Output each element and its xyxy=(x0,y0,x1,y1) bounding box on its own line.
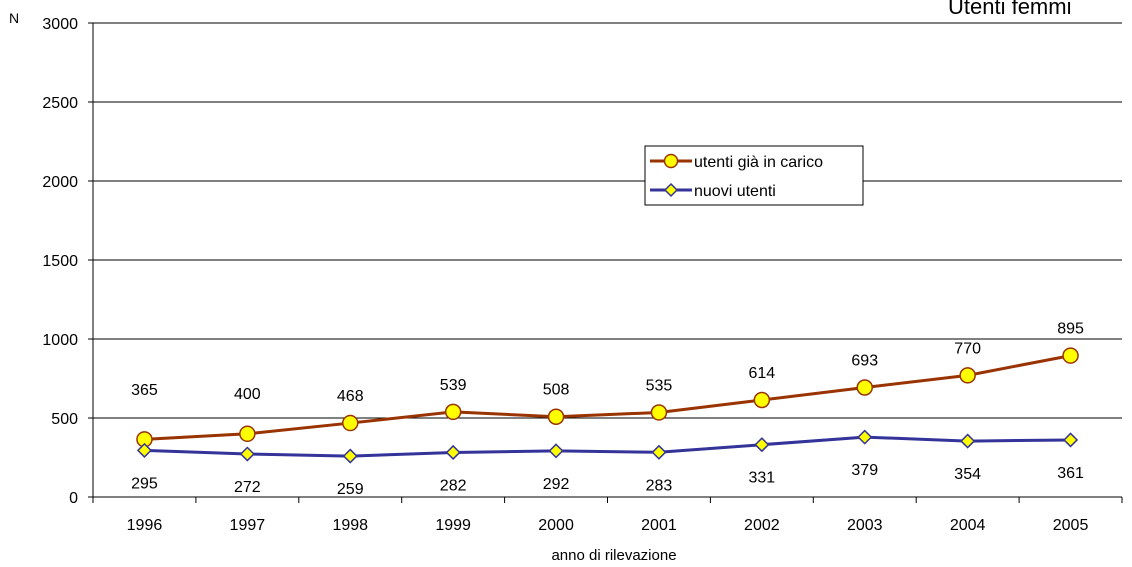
point-marker xyxy=(650,404,668,421)
x-tick-label: 1998 xyxy=(332,517,368,534)
y-tick-label: 3000 xyxy=(42,16,78,33)
data-label: 895 xyxy=(1057,321,1084,338)
data-label: 539 xyxy=(440,377,467,394)
x-tick-label: 2000 xyxy=(538,517,574,534)
x-tick-label: 2003 xyxy=(847,517,883,534)
data-label: 379 xyxy=(851,462,878,479)
y-tick-label: 1000 xyxy=(42,332,78,349)
point-marker xyxy=(1062,347,1079,364)
data-label: 295 xyxy=(131,475,158,492)
legend-box xyxy=(644,145,864,206)
data-label: 283 xyxy=(646,477,673,494)
data-label: 468 xyxy=(337,388,364,405)
point-marker xyxy=(753,391,771,409)
legend: utenti già in carico nuovi utenti xyxy=(644,145,864,206)
data-label: 508 xyxy=(543,382,570,399)
x-tick-label: 2004 xyxy=(950,517,986,534)
point-marker xyxy=(239,425,256,443)
x-tick-label: 1996 xyxy=(127,517,163,534)
data-label: 354 xyxy=(954,466,981,483)
point-marker xyxy=(444,403,462,421)
data-label: 272 xyxy=(234,479,261,496)
data-label: 331 xyxy=(748,470,775,487)
x-tick-label: 1999 xyxy=(435,517,471,534)
legend-label: utenti già in carico xyxy=(694,154,823,171)
x-tick-label: 2001 xyxy=(641,517,677,534)
x-tick-label: 1997 xyxy=(230,517,266,534)
data-label: 292 xyxy=(543,476,570,493)
point-marker xyxy=(651,444,667,460)
series-line xyxy=(144,354,1071,441)
y-axis-label: N xyxy=(9,10,19,26)
y-tick-label: 0 xyxy=(69,490,78,507)
data-label: 400 xyxy=(234,386,261,403)
point-marker xyxy=(754,437,770,453)
point-marker xyxy=(960,433,976,449)
point-marker xyxy=(445,444,461,461)
axes: 0 500 1000 1500 2000 2500 3000 1996 1997 1998 1999… xyxy=(42,16,1123,534)
data-label: 770 xyxy=(954,340,981,357)
point-marker xyxy=(547,408,565,425)
chart-title: Utenti femmi xyxy=(948,0,1071,19)
legend-marker xyxy=(663,182,679,198)
data-label: 361 xyxy=(1057,465,1084,482)
data-label: 693 xyxy=(851,353,878,370)
legend-label: nuovi utenti xyxy=(694,183,776,200)
gridlines xyxy=(93,22,1122,419)
x-tick-label: 2002 xyxy=(744,517,780,534)
point-marker xyxy=(342,414,359,432)
y-tick-label: 2000 xyxy=(42,174,78,191)
point-marker xyxy=(1062,432,1079,448)
point-marker xyxy=(857,429,873,445)
data-label: 535 xyxy=(646,377,673,394)
point-marker xyxy=(959,367,976,384)
data-label: 282 xyxy=(440,477,467,494)
data-label: 259 xyxy=(337,481,364,498)
series-marks xyxy=(136,347,1079,464)
point-marker xyxy=(239,446,255,462)
y-tick-label: 2500 xyxy=(42,95,78,112)
point-marker xyxy=(342,448,358,464)
x-axis-label: anno di rilevazione xyxy=(551,547,676,564)
y-tick-label: 500 xyxy=(51,411,78,428)
y-tick-label: 1500 xyxy=(42,253,78,270)
legend-marker xyxy=(663,153,679,169)
point-marker xyxy=(548,443,564,459)
point-marker xyxy=(136,442,153,458)
point-marker xyxy=(856,379,873,396)
data-label: 365 xyxy=(131,382,158,399)
series-line xyxy=(144,435,1071,458)
x-tick-label: 2005 xyxy=(1053,517,1089,534)
data-label: 614 xyxy=(748,365,775,382)
data-labels: 365 400 468 539 508 535 614 693 770 895 295 272 259 2… xyxy=(131,321,1084,498)
